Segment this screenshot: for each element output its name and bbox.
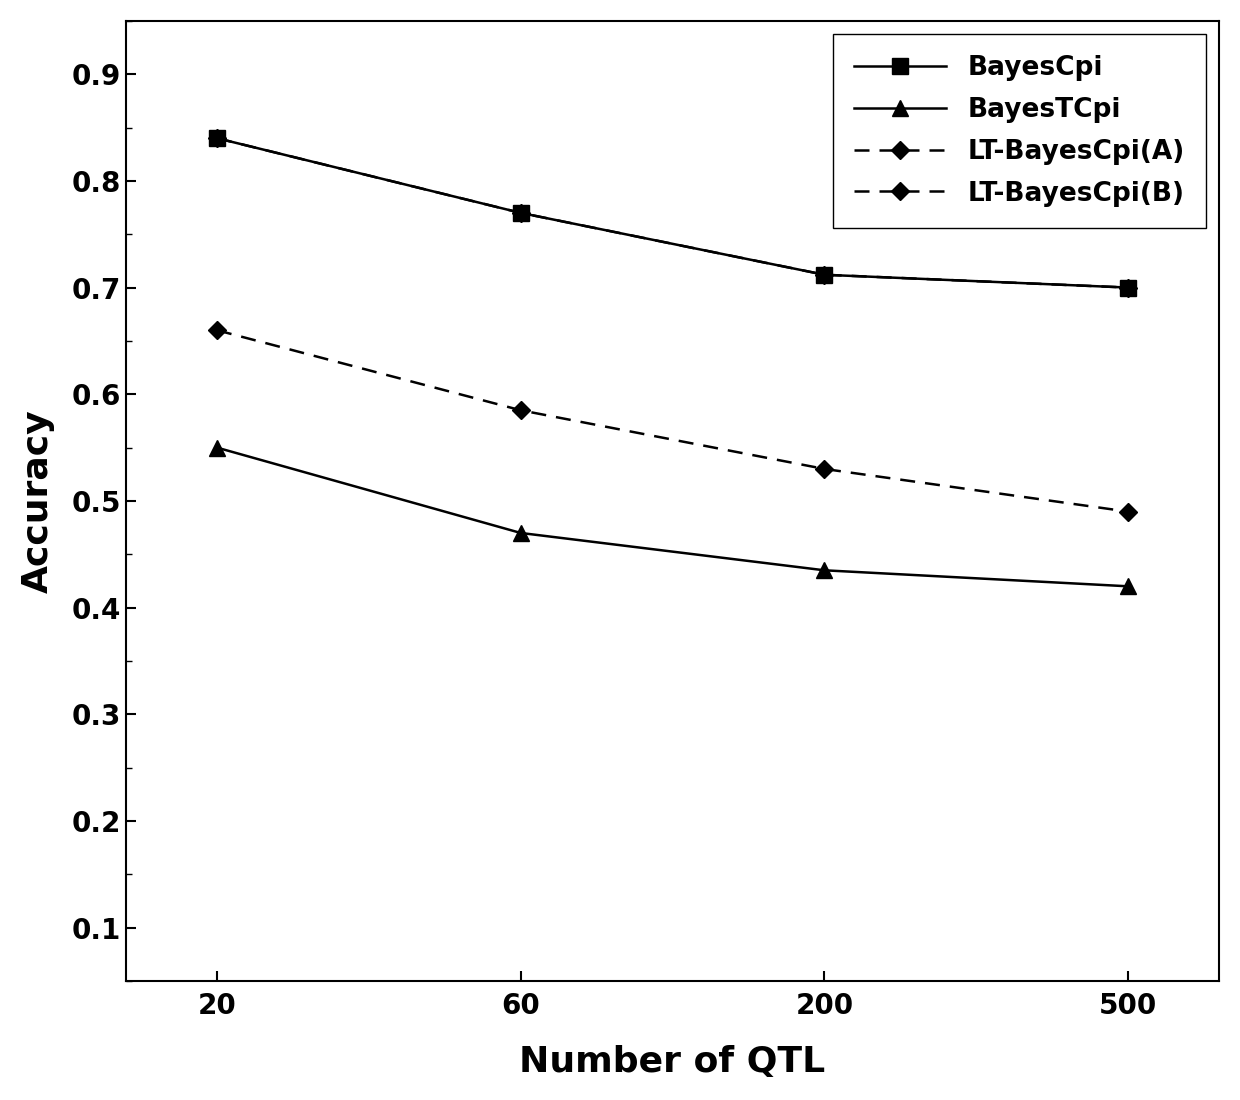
LT-BayesCpi(B) (513, 404, 528, 417)
LT-BayesCpi(B) (1121, 505, 1136, 518)
X-axis label: Number of QTL: Number of QTL (520, 1045, 826, 1079)
BayesCpi (513, 207, 528, 220)
Y-axis label: Accuracy: Accuracy (21, 409, 55, 593)
BayesTCpi (817, 563, 832, 576)
BayesTCpi (210, 441, 224, 454)
BayesTCpi (1121, 580, 1136, 593)
LT-BayesCpi(A) (817, 268, 832, 282)
BayesTCpi (513, 527, 528, 540)
Line: BayesTCpi: BayesTCpi (210, 440, 1136, 594)
BayesCpi (1121, 280, 1136, 294)
Line: BayesCpi: BayesCpi (210, 131, 1136, 295)
LT-BayesCpi(B) (210, 323, 224, 337)
LT-BayesCpi(A) (210, 132, 224, 145)
LT-BayesCpi(A) (1121, 280, 1136, 294)
LT-BayesCpi(A) (513, 207, 528, 220)
BayesCpi (210, 132, 224, 145)
Legend: BayesCpi, BayesTCpi, LT-BayesCpi(A), LT-BayesCpi(B): BayesCpi, BayesTCpi, LT-BayesCpi(A), LT-… (833, 34, 1207, 228)
LT-BayesCpi(B) (817, 462, 832, 475)
Line: LT-BayesCpi(A): LT-BayesCpi(A) (211, 132, 1135, 294)
BayesCpi (817, 268, 832, 282)
Line: LT-BayesCpi(B): LT-BayesCpi(B) (211, 324, 1135, 518)
